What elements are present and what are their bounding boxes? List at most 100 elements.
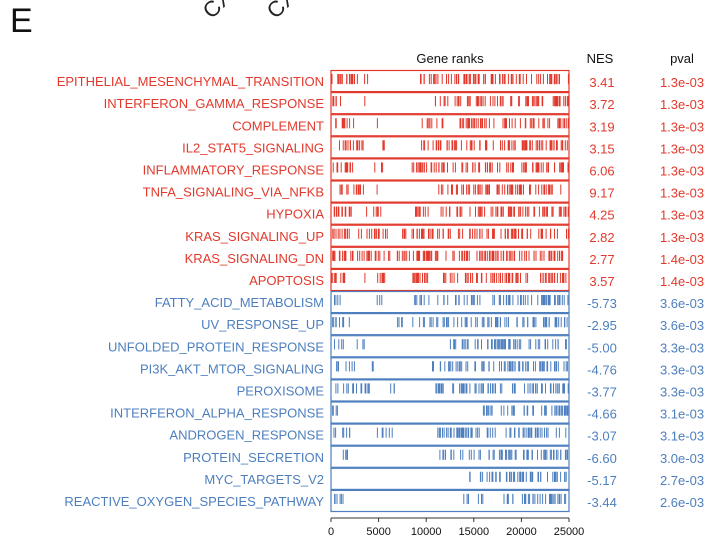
barcode-ticks: [335, 118, 569, 129]
pathway-name: MYC_TARGETS_V2: [204, 472, 324, 487]
pathway-name: PROTEIN_SECRETION: [183, 450, 324, 465]
pathway-row: PEROXISOME -3.77 3.3e-03: [237, 379, 704, 402]
nes-column-header: NES: [587, 51, 614, 66]
pval-value: 3.0e-03: [660, 451, 704, 466]
nes-value: 4.25: [589, 208, 614, 223]
barcode-frame: [330, 335, 570, 358]
barcode-ticks: [333, 427, 567, 438]
barcode-ticks: [334, 295, 569, 306]
barcode-frame: [330, 445, 570, 468]
pathway-row: FATTY_ACID_METABOLISM -5.73 3.6e-03: [155, 290, 704, 314]
x-tick-label: 15000: [459, 526, 490, 538]
pathway-row: IL2_STAT5_SIGNALING 3.15 1.3e-03: [182, 136, 704, 159]
x-tick-label: 10000: [411, 526, 442, 538]
pathway-name: COMPLEMENT: [232, 118, 324, 133]
panel-letter: E: [10, 2, 33, 40]
chart-title: Gene ranks: [416, 51, 484, 66]
pathway-row: UNFOLDED_PROTEIN_RESPONSE -5.00 3.3e-03: [108, 335, 704, 358]
pval-value: 1.3e-03: [660, 141, 704, 156]
pval-value: 2.6e-03: [660, 495, 704, 510]
nes-value: -4.66: [587, 407, 617, 422]
pathway-name: REACTIVE_OXYGEN_SPECIES_PATHWAY: [64, 494, 324, 509]
x-tick-label: 5000: [366, 526, 390, 538]
barcode-ticks: [336, 361, 568, 372]
pathway-name: KRAS_SIGNALING_DN: [185, 251, 324, 266]
barcode-frame: [330, 158, 570, 181]
pathway-row: TNFA_SIGNALING_VIA_NFKB 9.17 1.3e-03: [143, 180, 704, 203]
pathway-row: PI3K_AKT_MTOR_SIGNALING -4.76 3.3e-03: [140, 357, 704, 380]
pval-value: 3.1e-03: [660, 407, 704, 422]
nes-value: -5.00: [587, 340, 617, 355]
barcode-ticks: [332, 96, 569, 107]
pathway-row: COMPLEMENT 3.19 1.3e-03: [232, 114, 704, 137]
pval-value: 3.3e-03: [660, 340, 704, 355]
pval-value: 1.3e-03: [660, 163, 704, 178]
pathway-name: UV_RESPONSE_UP: [201, 317, 324, 332]
barcode-ticks: [334, 493, 567, 504]
pathway-row: ANDROGEN_RESPONSE -3.07 3.1e-03: [169, 423, 704, 446]
nes-value: -3.77: [587, 384, 617, 399]
pval-column-header: pval: [670, 51, 694, 66]
nes-value: -2.95: [587, 318, 617, 333]
pval-value: 2.7e-03: [660, 473, 704, 488]
x-tick-label: 25000: [554, 526, 585, 538]
pathway-row: UV_RESPONSE_UP -2.95 3.6e-03: [201, 313, 704, 336]
barcode-frame: [330, 136, 570, 159]
pval-value: 1.3e-03: [660, 119, 704, 134]
barcode-frame: [330, 246, 570, 270]
nes-value: -3.44: [587, 495, 617, 510]
pathway-name: PEROXISOME: [237, 383, 325, 398]
pval-value: 1.4e-03: [660, 252, 704, 267]
nes-value: 3.72: [589, 97, 614, 112]
barcode-ticks: [331, 74, 569, 85]
pathway-rows: EPITHELIAL_MESENCHYMAL_TRANSITION 3.41 1.3…: [57, 69, 704, 513]
pathway-row: KRAS_SIGNALING_UP 2.82 1.3e-03: [185, 224, 704, 247]
pathway-row: MYC_TARGETS_V2 -5.17 2.7e-03: [204, 467, 704, 490]
pathway-name: ANDROGEN_RESPONSE: [169, 428, 324, 443]
barcode-frame: [330, 114, 570, 137]
nes-value: -5.73: [587, 296, 617, 311]
pathway-row: INTERFERON_ALPHA_RESPONSE -4.66 3.1e-03: [110, 401, 704, 424]
barcode-frame: [330, 313, 570, 336]
nes-value: 3.19: [589, 119, 614, 134]
pval-value: 3.3e-03: [660, 362, 704, 377]
pathway-name: INTERFERON_GAMMA_RESPONSE: [104, 96, 325, 111]
barcode-ticks: [334, 339, 567, 350]
barcode-frame: [330, 180, 570, 203]
pathway-row: REACTIVE_OXYGEN_SPECIES_PATHWAY -3.44 2.6e…: [64, 489, 704, 513]
pval-value: 1.3e-03: [660, 75, 704, 90]
pathway-row: PROTEIN_SECRETION -6.60 3.0e-03: [183, 445, 704, 468]
pathway-row: HYPOXIA 4.25 1.3e-03: [266, 202, 704, 225]
x-tick-label: 20000: [506, 526, 537, 538]
pathway-name: TNFA_SIGNALING_VIA_NFKB: [143, 185, 324, 200]
nes-value: 3.41: [589, 75, 614, 90]
pathway-name: FATTY_ACID_METABOLISM: [155, 295, 324, 310]
pathway-row: INFLAMMATORY_RESPONSE 6.06 1.3e-03: [143, 158, 704, 181]
barcode-ticks: [342, 449, 568, 460]
nes-value: 3.15: [589, 141, 614, 156]
pval-value: 1.4e-03: [660, 274, 704, 289]
barcode-ticks: [331, 272, 567, 283]
pval-value: 3.1e-03: [660, 429, 704, 444]
barcode-ticks: [332, 162, 569, 173]
barcode-frame: [330, 91, 570, 115]
barcode-frame: [330, 401, 570, 424]
nes-value: -4.76: [587, 362, 617, 377]
nes-value: 2.82: [589, 230, 614, 245]
pval-value: 1.3e-03: [660, 230, 704, 245]
barcode-ticks: [332, 405, 569, 416]
pval-value: 3.6e-03: [660, 318, 704, 333]
barcode-ticks: [339, 184, 562, 195]
pathway-row: KRAS_SIGNALING_DN 2.77 1.4e-03: [185, 246, 704, 270]
nes-value: 6.06: [589, 163, 614, 178]
pathway-name: PI3K_AKT_MTOR_SIGNALING: [140, 361, 324, 376]
barcode-frame: [330, 202, 570, 225]
barcode-frame: [330, 489, 570, 513]
x-axis: 0 5000 10000 15000 20000 25000: [328, 517, 585, 538]
barcode-frame: [330, 69, 570, 93]
barcode-frame: [330, 467, 570, 490]
nes-value: -5.17: [587, 473, 617, 488]
nes-value: 9.17: [589, 186, 614, 201]
pathway-row: INTERFERON_GAMMA_RESPONSE 3.72 1.3e-03: [104, 91, 704, 115]
